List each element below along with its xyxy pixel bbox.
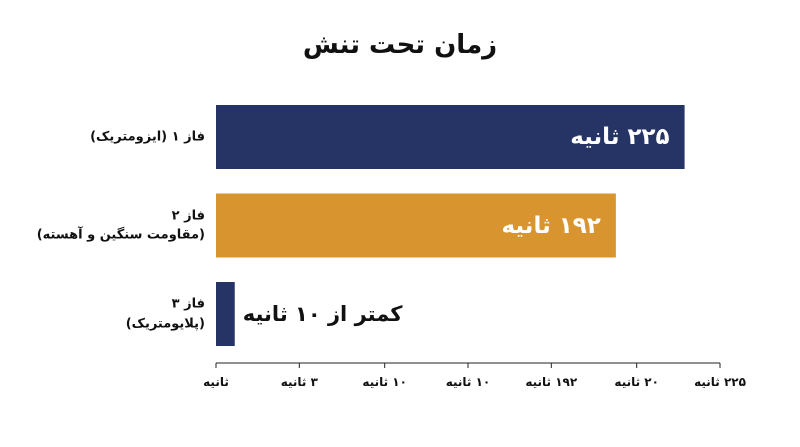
category-label: فاز ۲ (مقاومت سنگین و آهسته)	[36, 208, 205, 243]
category-label: فاز ۱ (ایزومتریک)	[90, 129, 205, 145]
x-tick-label: ۱۰ ثانیه	[445, 375, 491, 389]
x-tick-label: ۲۰ ثانیه	[614, 375, 659, 389]
chart-title: زمان تحت تنش	[302, 30, 498, 60]
value-label: کمتر از ۱۰ ثانیه	[242, 302, 403, 326]
bar	[216, 282, 235, 346]
bar	[216, 193, 616, 258]
x-tick-label: ۲۲۵ ثانیه	[694, 375, 746, 389]
x-tick-label: ۱۹۲ ثانیه	[525, 375, 578, 389]
x-tick-label: ۱۰ ثانیه	[362, 375, 407, 389]
x-tick-label: ۳ ثانیه	[280, 375, 318, 389]
x-tick-label: ثانیه	[203, 375, 229, 389]
value-label: ۱۹۲ ثانیه	[501, 212, 601, 239]
category-label: فاز ۳ (پلایومتریک)	[125, 296, 205, 332]
value-label: ۲۲۵ ثانیه	[570, 124, 670, 150]
bar	[216, 105, 685, 169]
